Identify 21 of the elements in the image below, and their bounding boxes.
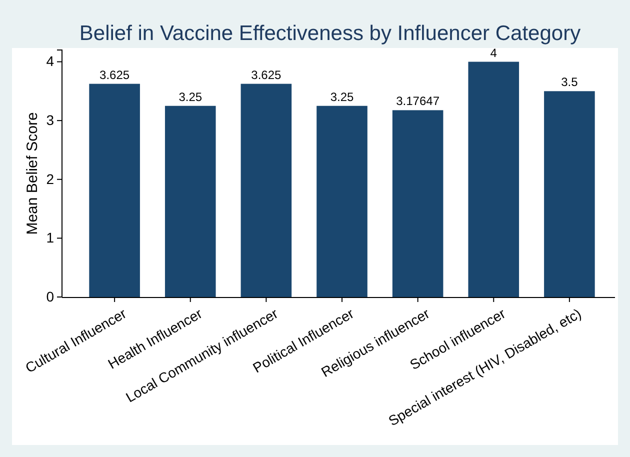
bar xyxy=(240,84,292,297)
data-label: 3.25 xyxy=(330,90,354,104)
bar xyxy=(164,106,216,297)
bar xyxy=(89,84,140,297)
bar xyxy=(316,106,368,297)
y-tick-label: 0 xyxy=(46,288,54,304)
bar xyxy=(392,110,444,297)
data-label: 3.17647 xyxy=(396,94,440,108)
y-tick-label: 3 xyxy=(46,112,54,128)
data-label: 3.625 xyxy=(251,68,282,82)
data-label: 3.625 xyxy=(100,68,130,82)
y-axis-title: Mean Belief Score xyxy=(24,112,41,235)
data-label: 3.25 xyxy=(178,90,202,104)
bar xyxy=(468,62,520,297)
bar xyxy=(544,91,595,297)
y-tick-label: 2 xyxy=(46,170,54,187)
chart-title: Belief in Vaccine Effectiveness by Influencer Category xyxy=(79,22,582,45)
y-tick-label: 4 xyxy=(46,53,54,70)
y-tick-label: 1 xyxy=(46,230,54,246)
data-label: 3.5 xyxy=(561,75,578,90)
data-label: 4 xyxy=(490,46,498,60)
